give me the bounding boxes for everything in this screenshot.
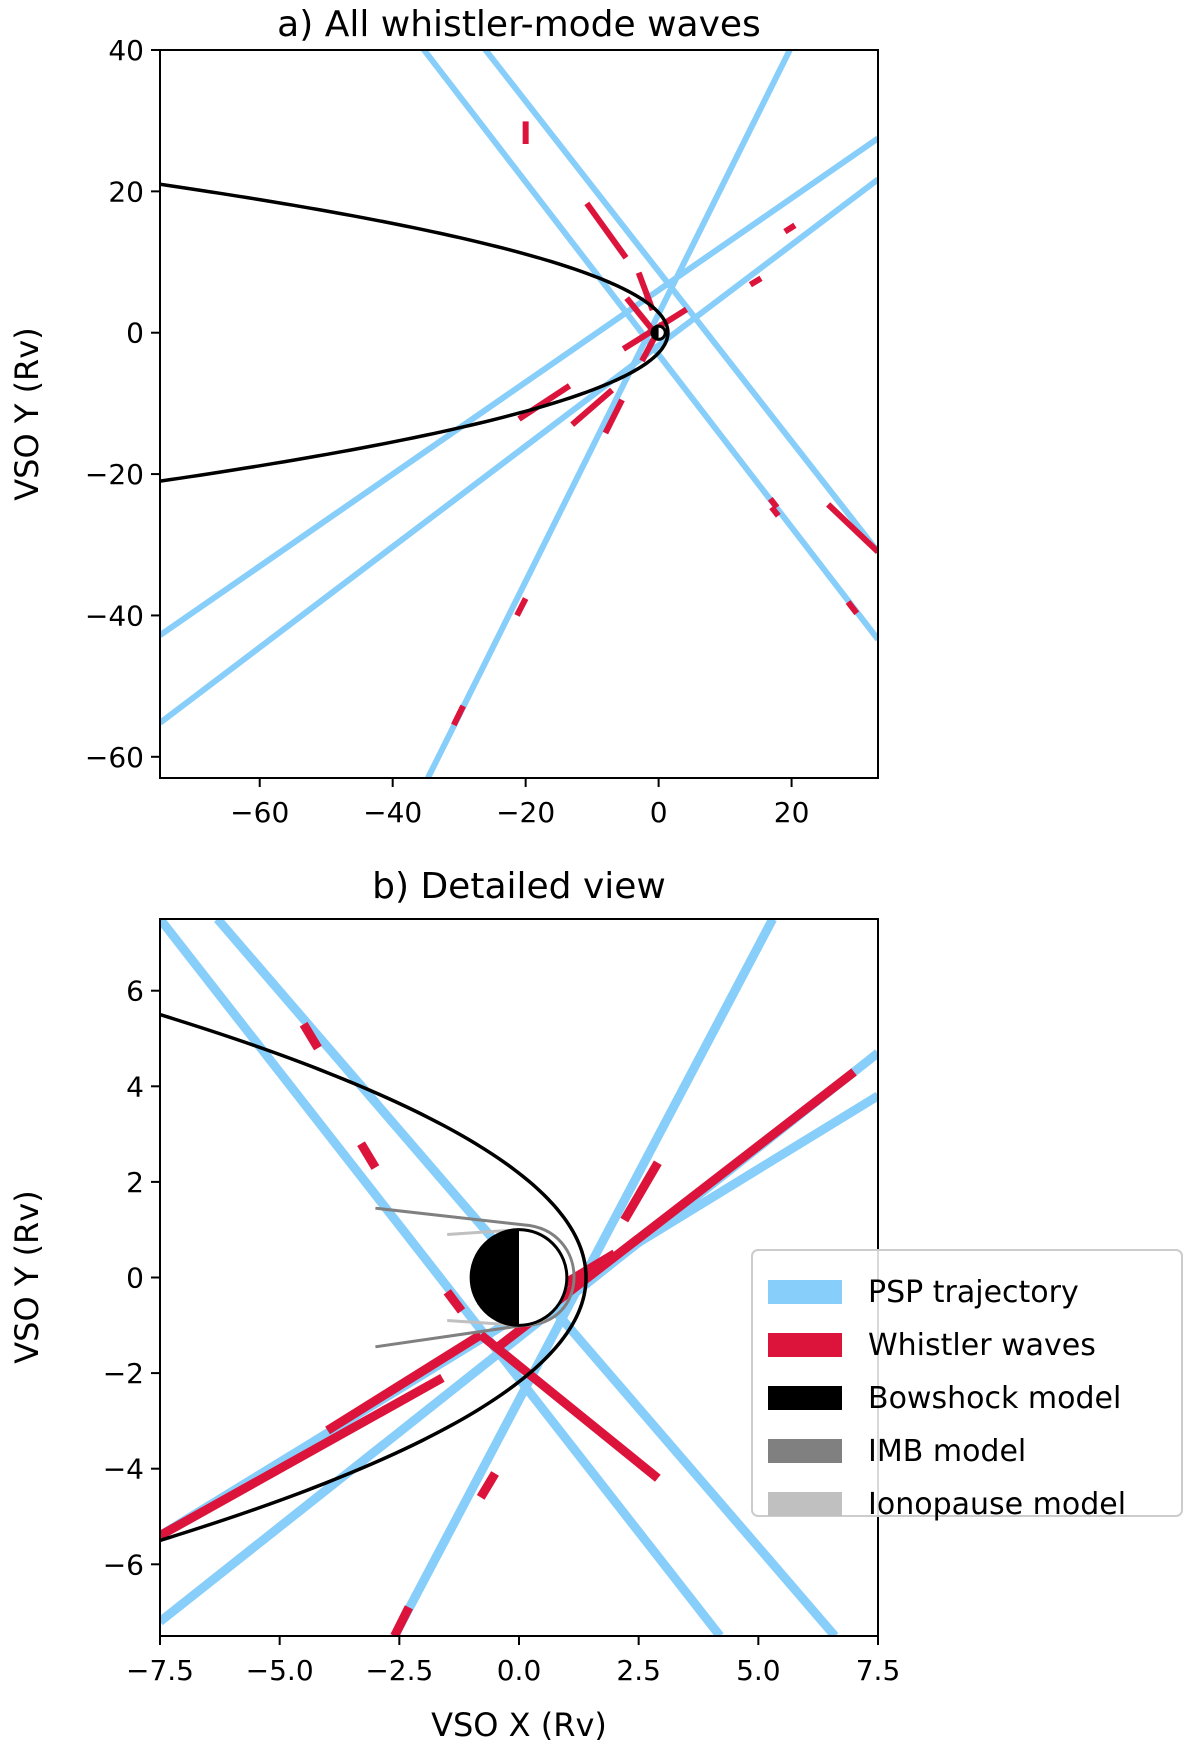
y-tick-label-a: 40 [108, 34, 144, 67]
y-tick-label-b: −4 [103, 1453, 144, 1486]
psp-trajectory-b-1 [160, 919, 724, 1636]
x-tick-label-b: 0.0 [497, 1654, 542, 1687]
y-tick-label-b: 4 [126, 1070, 144, 1103]
legend-label-3: Bowshock model [868, 1381, 1121, 1416]
x-tick-label-b: −5.0 [246, 1654, 314, 1687]
y-tick-label-b: −2 [103, 1357, 144, 1390]
whistler-segment-a-1-4 [769, 505, 781, 518]
whistler-segment-b-4-1 [160, 1373, 445, 1540]
y-axis-label-a: VSO Y (Rv) [8, 327, 46, 500]
bowshock-curve-a [160, 182, 670, 483]
venus-outline [469, 1228, 569, 1327]
whistler-segment-a-2-3 [826, 502, 878, 555]
bowshock-curve-b [160, 1012, 588, 1543]
panel-a: a) All whistler-mode waves −60 −40 −20 0 20 … [8, 4, 879, 829]
whistler-segment-a-5-1 [570, 387, 615, 427]
whistler-segment-a-1-2 [584, 201, 629, 260]
x-tick-label-b: 5.0 [736, 1654, 781, 1687]
x-tick-label-b: −7.5 [126, 1654, 194, 1687]
whistler-segment-a-4-3 [783, 222, 797, 235]
legend-swatch-1 [768, 1280, 842, 1304]
y-axis-b: 6 4 2 0 −2 −4 −6 [103, 975, 160, 1581]
whistler-segment-a-3-2 [514, 597, 529, 617]
psp-trajectory-a-4 [160, 135, 878, 638]
x-axis-b: −7.5 −5.0 −2.5 0.0 2.5 5.0 7.5 [126, 1636, 900, 1687]
whistler-segment-b-3-2 [476, 1471, 499, 1500]
whistler-segment-b-3-3 [620, 1160, 662, 1223]
venus-outline [650, 324, 667, 341]
whistler-segment-b-2-3 [443, 1289, 466, 1314]
y-axis-label-b: VSO Y (Rv) [8, 1190, 46, 1363]
plot-a-frame [159, 49, 879, 779]
whistler-segment-a-1-5 [845, 600, 860, 616]
legend-label-2: Whistler waves [868, 1328, 1096, 1363]
whistler-segment-b-3-1 [390, 1605, 413, 1636]
whistler-segment-a-2-2 [767, 496, 780, 510]
whistler-segment-a-5-2 [748, 275, 763, 288]
y-tick-label-a: −60 [85, 741, 144, 774]
x-tick-label-a: −60 [230, 796, 289, 829]
x-tick-label-b: 2.5 [616, 1654, 661, 1687]
legend-items: PSP trajectory Whistler waves Bowshock mod… [768, 1275, 1126, 1522]
whistler-segment-b-2-2 [357, 1141, 380, 1170]
whistler-segment-b-2-4 [477, 1331, 661, 1482]
y-tick-label-b: −6 [103, 1548, 144, 1581]
y-tick-label-b: 0 [126, 1262, 144, 1295]
whistler-segment-a-4-1 [517, 383, 572, 422]
x-axis-a: −60 −40 −20 0 20 [230, 778, 809, 829]
plot-b-area [160, 919, 878, 1636]
y-tick-label-a: −20 [85, 458, 144, 491]
panel-a-title: a) All whistler-mode waves [277, 4, 761, 45]
venus-day-side [519, 1229, 567, 1326]
y-tick-label-b: 2 [126, 1166, 144, 1199]
legend-swatch-5 [768, 1492, 842, 1516]
legend-swatch-2 [768, 1333, 842, 1357]
legend-label-1: PSP trajectory [868, 1275, 1079, 1310]
whistler-segment-b-2-1 [299, 1021, 322, 1051]
whistler-segment-a-3-3 [602, 398, 625, 435]
venus-night-side [471, 1229, 519, 1326]
x-tick-label-b: 7.5 [856, 1654, 901, 1687]
x-tick-label-a: −40 [363, 796, 422, 829]
y-axis-a: 40 20 0 −20 −40 −60 [85, 34, 160, 774]
imb-curve [375, 1206, 576, 1349]
panel-b-title: b) Detailed view [372, 866, 666, 907]
legend-label-5: Ionopause model [868, 1487, 1126, 1522]
legend-swatch-3 [768, 1386, 842, 1410]
legend-box [751, 1249, 1183, 1517]
y-tick-label-a: −40 [85, 599, 144, 632]
psp-trajectory-a-3 [425, 50, 794, 778]
x-tick-label-b: −2.5 [365, 1654, 433, 1687]
legend-label-4: IMB model [868, 1434, 1026, 1469]
y-tick-label-a: 20 [108, 175, 144, 208]
y-tick-label-b: 6 [126, 975, 144, 1008]
whistler-segment-b-5-1 [325, 1331, 484, 1435]
x-tick-label-a: 20 [774, 796, 810, 829]
legend-swatch-4 [768, 1439, 842, 1463]
panel-b: b) Detailed view −7.5 −5.0 −2.5 0.0 2.5 5.0 7.… [8, 866, 900, 1744]
psp-trajectory-a-5 [160, 176, 878, 726]
psp-trajectory-a-1 [420, 50, 878, 642]
x-axis-label-b: VSO X (Rv) [431, 1706, 607, 1744]
x-tick-label-a: 0 [650, 796, 668, 829]
x-tick-label-a: −20 [496, 796, 555, 829]
y-tick-label-a: 0 [126, 317, 144, 350]
legend: PSP trajectory Whistler waves Bowshock mod… [751, 1249, 1183, 1522]
whistler-segment-a-3-1 [451, 704, 466, 727]
plot-a-area [160, 50, 878, 778]
